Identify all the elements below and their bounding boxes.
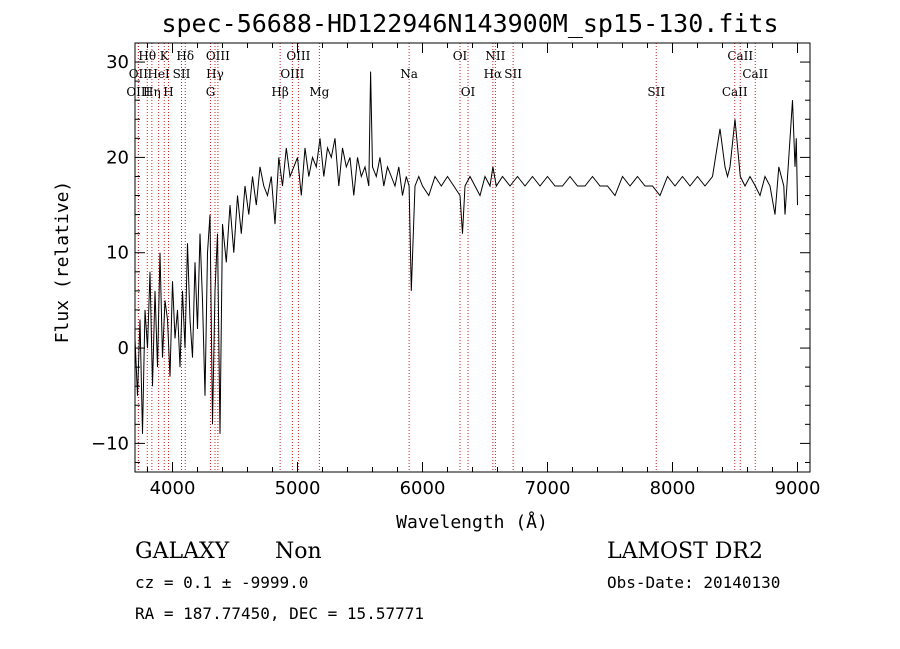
line-marker-label-8: Hδ [176,49,194,63]
spectrum-series-line [134,71,798,434]
line-marker-label-18: OI [461,85,476,99]
x-axis-label: Wavelength (Å) [396,511,548,533]
object-subclass: Non [275,539,322,564]
line-marker-label-7: H [163,85,173,99]
line-marker-label-21: SII [504,67,522,81]
plot-frame [134,42,811,473]
survey-name: LAMOST DR2 [607,539,763,564]
obs-date-text: Obs-Date: 20140130 [607,573,780,592]
line-marker-label-15: Mg [309,85,329,99]
x-tick-label: 7000 [525,478,571,499]
x-tick-label: 4000 [150,478,196,499]
line-marker-label-17: OI [453,49,468,63]
line-marker-label-9: OIII [206,49,230,63]
y-axis: −10 0 10 20 30 [91,42,810,463]
x-tick-label: 5000 [275,478,321,499]
object-class: GALAXY [135,539,230,564]
line-marker-label-2: OIII [126,85,150,99]
line-marker-label-24: CaII [742,67,768,81]
line-marker-label-16: Na [400,67,418,81]
y-tick-label: 0 [118,338,129,359]
line-marker-label-10: Hγ [206,67,224,81]
y-tick-label: −10 [91,433,129,454]
x-tick-label: 6000 [400,478,446,499]
line-marker-label-22: SII [647,85,665,99]
line-marker-label-23: CaII [727,49,753,63]
line-marker-label-20: Hα [484,67,503,81]
coordinates-text: RA = 187.77450, DEC = 15.57771 [135,604,424,623]
x-tick-label: 8000 [650,478,696,499]
line-marker-label-25: CaII [722,85,748,99]
line-marker-label-11: G [206,85,216,99]
x-axis: 4000 5000 6000 7000 8000 9000 [147,43,821,499]
line-marker-label-4: HeI [147,67,170,81]
line-marker-label-12: OIII [286,49,310,63]
line-marker-label-6: SII [173,67,191,81]
line-marker-label-5: Hη [143,85,161,99]
redshift-text: cz = 0.1 ± -9999.0 [135,573,308,592]
y-tick-label: 20 [106,147,129,168]
x-tick-label: 9000 [775,478,821,499]
y-tick-label: 30 [106,52,129,73]
line-marker-label-3: K [160,49,170,63]
y-tick-label: 10 [106,243,129,264]
chart-title: spec-56688-HD122946N143900M_sp15-130.fit… [161,9,778,38]
line-marker-label-13: OIII [280,67,304,81]
y-axis-label: Flux (relative) [52,181,73,344]
line-marker-label-19: NII [485,49,505,63]
line-marker-label-0: Hθ [138,49,156,63]
line-marker-label-14: Hβ [271,85,288,99]
